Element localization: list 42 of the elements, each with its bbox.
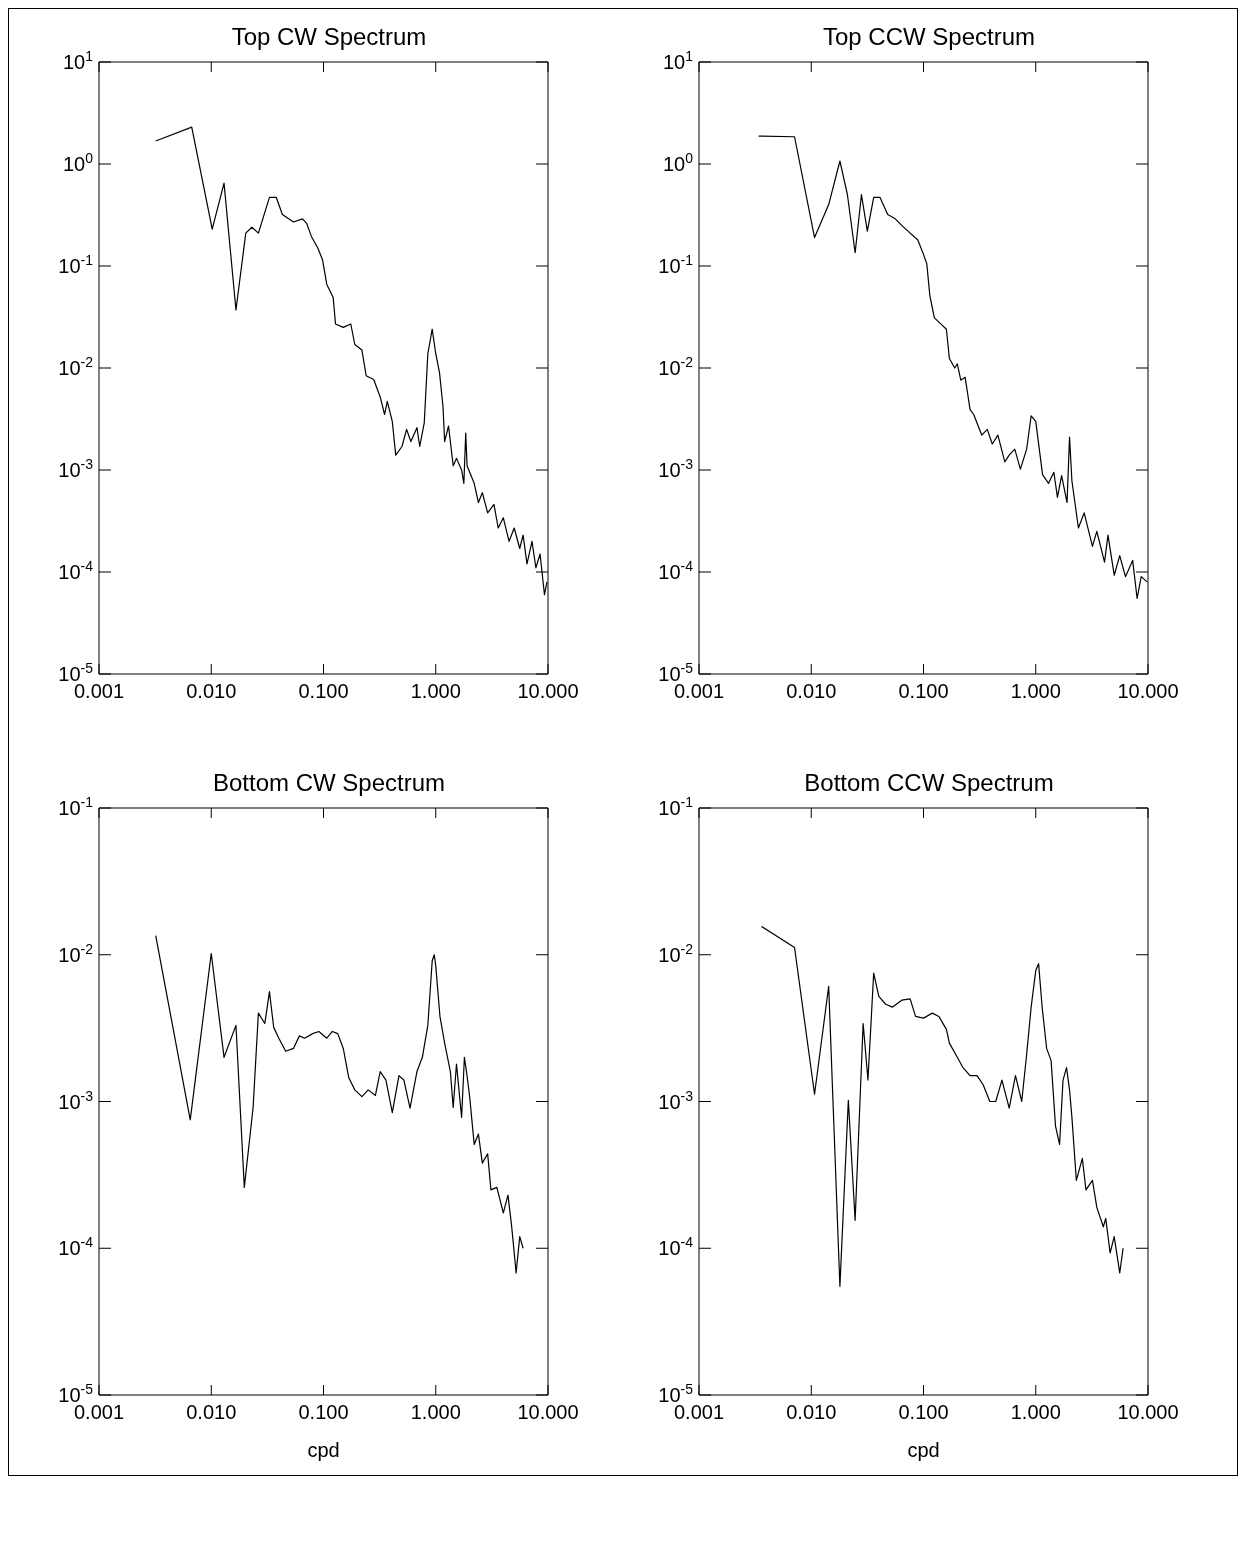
y-tick-label: 10$^{-1}$ xyxy=(658,252,694,277)
y-tick-label: 10$^{-1}$ xyxy=(58,794,94,819)
y-tick-label: 10$^{-4}$ xyxy=(58,1234,94,1260)
chart-title: Top CCW Spectrum xyxy=(821,23,1037,50)
y-tick-label: 10$^{-3}$ xyxy=(658,456,694,481)
x-tick-label: 0.010 xyxy=(786,1401,837,1423)
y-tick-label: 10$^{-3}$ xyxy=(658,1087,694,1113)
x-tick-label: 0.100 xyxy=(898,680,949,702)
x-tick-label: 0.010 xyxy=(186,680,237,702)
x-tick-label: 1.000 xyxy=(1010,680,1061,702)
x-tick-label: 0.010 xyxy=(786,680,837,702)
chart-title: Bottom CW Spectrum xyxy=(211,769,447,796)
x-axis-title: cpd xyxy=(907,1439,940,1461)
x-tick-label: 10.000 xyxy=(517,680,579,702)
x-tick-label: 0.100 xyxy=(298,680,349,702)
x-tick-label: 10.000 xyxy=(1117,1401,1179,1423)
x-tick-label: 1.000 xyxy=(410,680,461,702)
y-tick-label: 10$^{-1}$ xyxy=(58,252,94,277)
y-tick-label: 10$^{-4}$ xyxy=(658,558,694,583)
x-tick-label: 10.000 xyxy=(517,1401,579,1423)
chart-title: Bottom CCW Spectrum xyxy=(803,769,1055,796)
x-tick-label: 1.000 xyxy=(410,1401,461,1423)
y-tick-label: 10$^{1}$ xyxy=(662,48,694,73)
y-tick-label: 10$^{-2}$ xyxy=(58,940,94,966)
y-tick-label: 10$^{-3}$ xyxy=(58,456,94,481)
x-tick-label: 0.100 xyxy=(898,1401,949,1423)
y-tick-label: 10$^{0}$ xyxy=(62,150,94,175)
y-tick-label: 10$^{0}$ xyxy=(662,150,694,175)
x-axis-title: cpd xyxy=(307,1439,340,1461)
y-tick-label: 10$^{-3}$ xyxy=(58,1087,94,1113)
x-tick-label: 0.010 xyxy=(186,1401,237,1423)
y-tick-label: 10$^{-1}$ xyxy=(658,794,694,819)
y-tick-label: 10$^{-2}$ xyxy=(658,354,694,379)
x-tick-label: 0.100 xyxy=(298,1401,349,1423)
y-tick-label: 10$^{-2}$ xyxy=(58,354,94,379)
y-tick-label: 10$^{1}$ xyxy=(62,48,94,73)
y-tick-label: 10$^{-4}$ xyxy=(658,1234,694,1260)
y-tick-label: 10$^{-4}$ xyxy=(58,558,94,583)
chart-title: Top CW Spectrum xyxy=(230,23,428,50)
x-tick-label: 10.000 xyxy=(1117,680,1179,702)
y-tick-label: 10$^{-2}$ xyxy=(658,940,694,966)
x-tick-label: 1.000 xyxy=(1010,1401,1061,1423)
